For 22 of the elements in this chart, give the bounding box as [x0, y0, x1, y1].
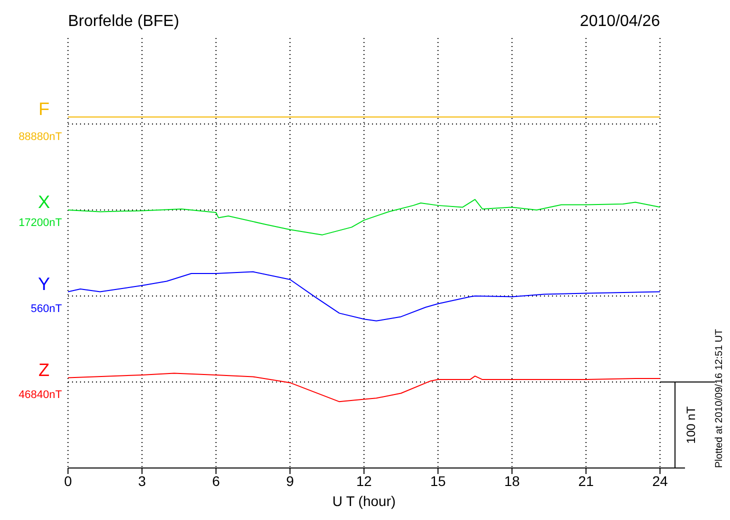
x-tick-label: 9	[286, 472, 294, 489]
x-tick-label: 12	[356, 472, 372, 489]
series-label: X	[38, 192, 50, 212]
ref-line-label: 17200nT	[18, 217, 62, 229]
series-label: F	[38, 98, 50, 119]
x-tick-label: 15	[430, 472, 446, 489]
chart-title: Brorfelde (BFE)	[68, 13, 180, 30]
x-tick-label: 3	[138, 472, 146, 489]
x-axis-title: U T (hour)	[332, 493, 396, 509]
x-tick-label: 0	[64, 472, 72, 489]
series-label: Z	[38, 360, 50, 380]
series-label: Y	[38, 274, 50, 294]
x-tick-label: 24	[652, 472, 668, 489]
text: 100 nT	[684, 406, 698, 444]
x-tick-label: 18	[504, 472, 520, 489]
chart-subtitle: 2010/04/26	[580, 13, 660, 30]
x-tick-label: 6	[212, 472, 220, 489]
ref-line-label: 88880nT	[18, 131, 62, 143]
text: Plotted at 2010/09/16 12:51 UT	[714, 329, 725, 468]
ref-line-label: 560nT	[30, 303, 62, 315]
x-tick-label: 21	[578, 472, 594, 489]
ref-line-label: 46840nT	[18, 389, 62, 401]
